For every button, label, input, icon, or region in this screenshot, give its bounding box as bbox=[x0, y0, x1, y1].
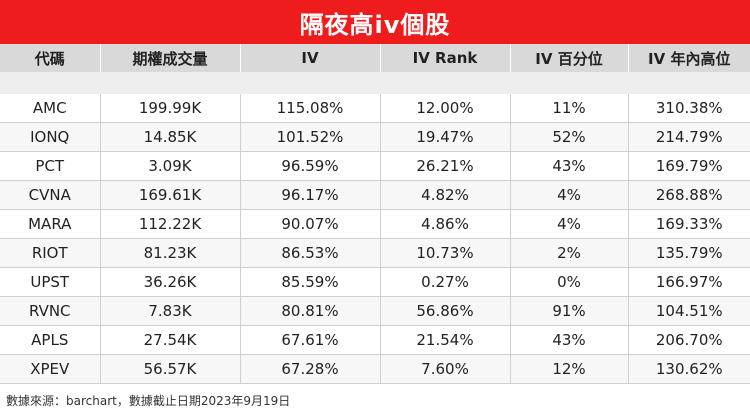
option-volume-cell: 27.54K bbox=[100, 325, 241, 355]
table-row: RIOT 81.23K 86.53% 10.73% 2% 135.79% bbox=[0, 238, 750, 268]
option-volume-cell: 81.23K bbox=[100, 238, 241, 268]
iv-year-high-cell: 268.88% bbox=[628, 180, 750, 210]
table-row: RVNC 7.83K 80.81% 56.86% 91% 104.51% bbox=[0, 296, 750, 326]
iv-year-high-cell: 166.97% bbox=[628, 267, 750, 297]
column-header-option-volume: 期權成交量 bbox=[100, 44, 241, 72]
table-spacer-row bbox=[0, 72, 750, 94]
column-header-iv-year-high: IV 年內高位 bbox=[628, 44, 750, 72]
iv-year-high-cell: 135.79% bbox=[628, 238, 750, 268]
iv-cell: 96.59% bbox=[240, 151, 381, 181]
ticker-cell: IONQ bbox=[0, 122, 101, 152]
column-header-iv: IV bbox=[240, 44, 381, 72]
spacer-cell bbox=[0, 72, 750, 94]
iv-cell: 86.53% bbox=[240, 238, 381, 268]
column-header-ticker: 代碼 bbox=[0, 44, 101, 72]
iv-rank-cell: 19.47% bbox=[380, 122, 511, 152]
iv-year-high-cell: 206.70% bbox=[628, 325, 750, 355]
iv-cell: 101.52% bbox=[240, 122, 381, 152]
table-row: CVNA 169.61K 96.17% 4.82% 4% 268.88% bbox=[0, 180, 750, 210]
iv-year-high-cell: 169.79% bbox=[628, 151, 750, 181]
iv-cell: 115.08% bbox=[240, 94, 381, 123]
iv-percentile-cell: 43% bbox=[510, 151, 629, 181]
iv-rank-cell: 0.27% bbox=[380, 267, 511, 297]
iv-table: 代碼 期權成交量 IV IV Rank IV 百分位 IV 年內高位 AMC 19… bbox=[0, 44, 750, 384]
iv-percentile-cell: 91% bbox=[510, 296, 629, 326]
column-header-iv-rank: IV Rank bbox=[380, 44, 511, 72]
iv-cell: 67.61% bbox=[240, 325, 381, 355]
iv-percentile-cell: 12% bbox=[510, 354, 629, 384]
iv-rank-cell: 21.54% bbox=[380, 325, 511, 355]
option-volume-cell: 14.85K bbox=[100, 122, 241, 152]
iv-year-high-cell: 130.62% bbox=[628, 354, 750, 384]
option-volume-cell: 199.99K bbox=[100, 94, 241, 123]
iv-rank-cell: 26.21% bbox=[380, 151, 511, 181]
iv-cell: 85.59% bbox=[240, 267, 381, 297]
ticker-cell: CVNA bbox=[0, 180, 101, 210]
table-row: APLS 27.54K 67.61% 21.54% 43% 206.70% bbox=[0, 325, 750, 355]
table-header-row: 代碼 期權成交量 IV IV Rank IV 百分位 IV 年內高位 bbox=[0, 44, 750, 72]
iv-rank-cell: 4.82% bbox=[380, 180, 511, 210]
option-volume-cell: 3.09K bbox=[100, 151, 241, 181]
iv-year-high-cell: 169.33% bbox=[628, 209, 750, 239]
ticker-cell: XPEV bbox=[0, 354, 101, 384]
option-volume-cell: 56.57K bbox=[100, 354, 241, 384]
iv-percentile-cell: 0% bbox=[510, 267, 629, 297]
ticker-cell: AMC bbox=[0, 94, 101, 123]
iv-percentile-cell: 52% bbox=[510, 122, 629, 152]
iv-cell: 67.28% bbox=[240, 354, 381, 384]
iv-percentile-cell: 4% bbox=[510, 209, 629, 239]
iv-cell: 96.17% bbox=[240, 180, 381, 210]
iv-percentile-cell: 4% bbox=[510, 180, 629, 210]
iv-rank-cell: 10.73% bbox=[380, 238, 511, 268]
data-source-footer: 數據來源：barchart，數據截止日期2023年9月19日 bbox=[6, 394, 291, 408]
iv-percentile-cell: 2% bbox=[510, 238, 629, 268]
ticker-cell: UPST bbox=[0, 267, 101, 297]
iv-percentile-cell: 43% bbox=[510, 325, 629, 355]
table-row: IONQ 14.85K 101.52% 19.47% 52% 214.79% bbox=[0, 122, 750, 152]
option-volume-cell: 7.83K bbox=[100, 296, 241, 326]
table-row: XPEV 56.57K 67.28% 7.60% 12% 130.62% bbox=[0, 354, 750, 384]
option-volume-cell: 112.22K bbox=[100, 209, 241, 239]
iv-rank-cell: 56.86% bbox=[380, 296, 511, 326]
table-row: MARA 112.22K 90.07% 4.86% 4% 169.33% bbox=[0, 209, 750, 239]
iv-cell: 90.07% bbox=[240, 209, 381, 239]
iv-year-high-cell: 104.51% bbox=[628, 296, 750, 326]
table-row: UPST 36.26K 85.59% 0.27% 0% 166.97% bbox=[0, 267, 750, 297]
table-row: AMC 199.99K 115.08% 12.00% 11% 310.38% bbox=[0, 94, 750, 123]
table-row: PCT 3.09K 96.59% 26.21% 43% 169.79% bbox=[0, 151, 750, 181]
column-header-iv-percentile: IV 百分位 bbox=[510, 44, 629, 72]
table-body: AMC 199.99K 115.08% 12.00% 11% 310.38% IONQ 14.… bbox=[0, 72, 750, 384]
ticker-cell: RIOT bbox=[0, 238, 101, 268]
iv-rank-cell: 4.86% bbox=[380, 209, 511, 239]
iv-year-high-cell: 310.38% bbox=[628, 94, 750, 123]
iv-rank-cell: 7.60% bbox=[380, 354, 511, 384]
ticker-cell: MARA bbox=[0, 209, 101, 239]
iv-rank-cell: 12.00% bbox=[380, 94, 511, 123]
page-title: 隔夜高iv個股 bbox=[0, 0, 750, 44]
option-volume-cell: 169.61K bbox=[100, 180, 241, 210]
option-volume-cell: 36.26K bbox=[100, 267, 241, 297]
ticker-cell: PCT bbox=[0, 151, 101, 181]
ticker-cell: APLS bbox=[0, 325, 101, 355]
iv-percentile-cell: 11% bbox=[510, 94, 629, 123]
iv-year-high-cell: 214.79% bbox=[628, 122, 750, 152]
ticker-cell: RVNC bbox=[0, 296, 101, 326]
iv-cell: 80.81% bbox=[240, 296, 381, 326]
